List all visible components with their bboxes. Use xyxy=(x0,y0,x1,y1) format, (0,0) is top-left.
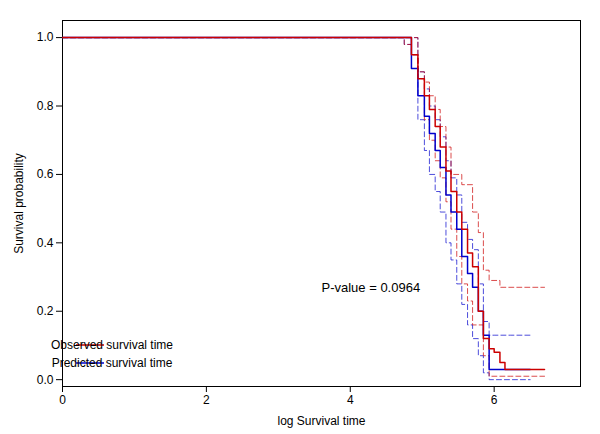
svg-text:Predicted survival time: Predicted survival time xyxy=(52,356,173,370)
svg-text:6: 6 xyxy=(491,393,498,407)
svg-text:Observed survival time: Observed survival time xyxy=(51,338,173,352)
svg-text:Survival probability: Survival probability xyxy=(12,153,26,254)
svg-text:4: 4 xyxy=(347,393,354,407)
svg-text:0.4: 0.4 xyxy=(37,236,54,250)
svg-text:P-value = 0.0964: P-value = 0.0964 xyxy=(322,280,421,295)
svg-text:0.6: 0.6 xyxy=(37,167,54,181)
svg-text:2: 2 xyxy=(203,393,210,407)
svg-text:0.2: 0.2 xyxy=(37,304,54,318)
svg-text:0: 0 xyxy=(59,393,66,407)
svg-text:0.0: 0.0 xyxy=(37,372,54,386)
svg-text:0.8: 0.8 xyxy=(37,99,54,113)
svg-text:log Survival time: log Survival time xyxy=(277,414,365,428)
svg-text:1.0: 1.0 xyxy=(37,30,54,44)
